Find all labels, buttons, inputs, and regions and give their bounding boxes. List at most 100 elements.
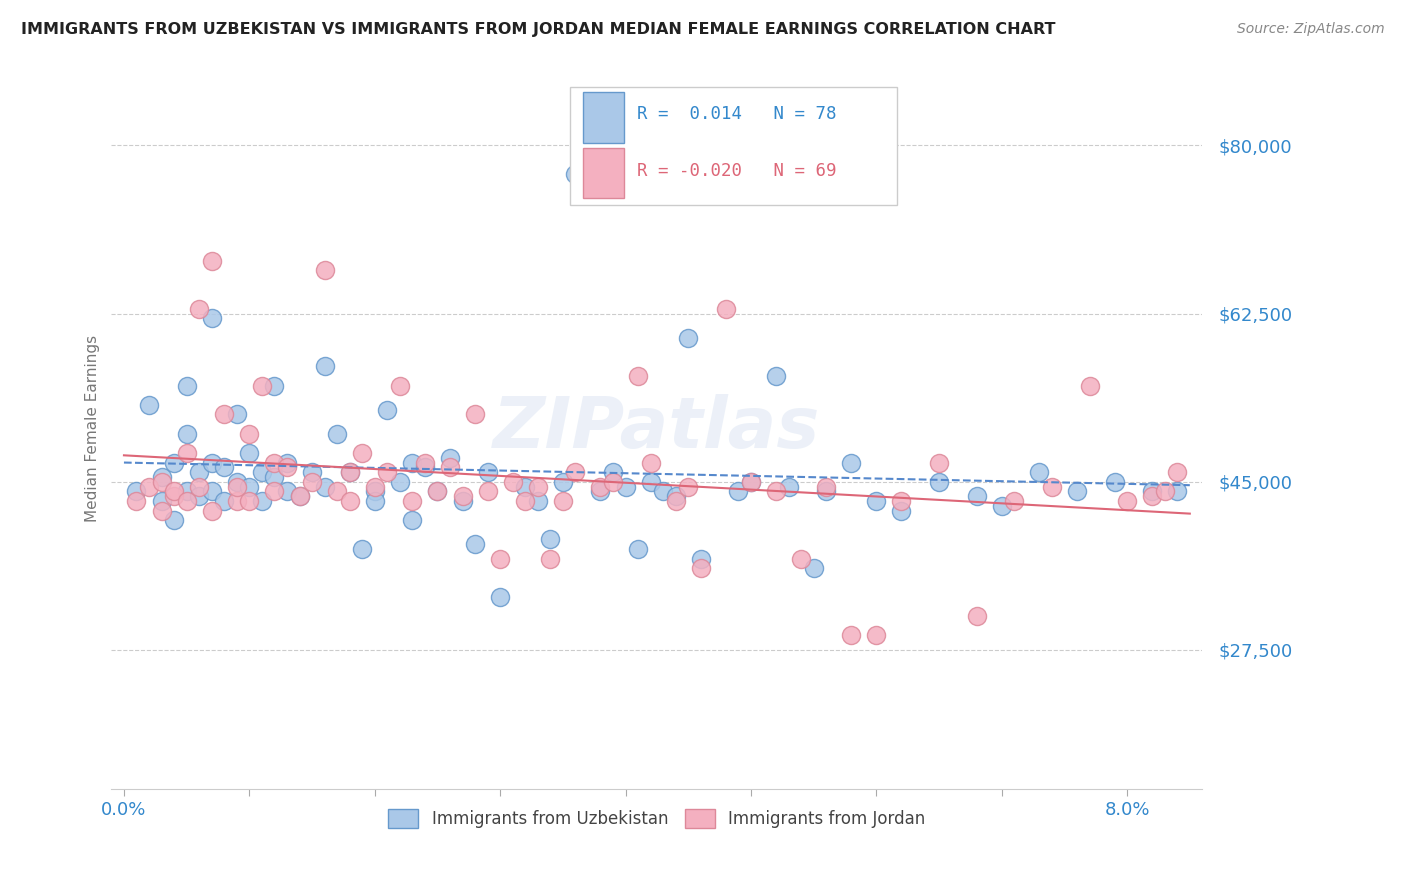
Point [150,470,173,484]
Point [214,494,236,508]
Point [640,456,662,470]
Point [1116,494,1139,508]
FancyBboxPatch shape [569,87,897,205]
Point [188,301,211,316]
Point [890,494,912,508]
Point [150,503,173,517]
Point [602,475,624,489]
Point [689,551,711,566]
Point [413,456,436,470]
Point [163,484,186,499]
Point [477,465,499,479]
Point [301,465,323,479]
Point [214,460,236,475]
Point [401,456,423,470]
Point [250,378,273,392]
Text: ZIPatlas: ZIPatlas [494,394,821,463]
Point [538,533,561,547]
Point [689,561,711,575]
Point [1104,475,1126,489]
Point [314,359,336,374]
Point [225,408,247,422]
Point [1166,484,1188,499]
Point [464,537,486,551]
Point [839,456,862,470]
Point [652,484,675,499]
Point [238,479,260,493]
Point [1140,484,1163,499]
Point [589,484,612,499]
Point [276,460,298,475]
Point [426,484,449,499]
Point [314,479,336,493]
Point [803,561,825,575]
Legend: Immigrants from Uzbekistan, Immigrants from Jordan: Immigrants from Uzbekistan, Immigrants f… [381,803,932,835]
Point [352,541,374,556]
Point [125,484,148,499]
Point [375,465,398,479]
Point [451,489,474,503]
Point [714,186,737,201]
Point [176,426,198,441]
Point [515,494,537,508]
Point [263,484,285,499]
Point [564,465,586,479]
Point [176,378,198,392]
Point [201,484,224,499]
Point [326,484,349,499]
Point [163,456,186,470]
Point [339,494,361,508]
Point [263,378,285,392]
Point [364,494,387,508]
Point [526,479,548,493]
Point [263,470,285,484]
Point [250,494,273,508]
Point [627,369,650,384]
Point [477,484,499,499]
Point [928,475,950,489]
Point [339,465,361,479]
Point [176,446,198,460]
Point [740,475,762,489]
Point [551,494,574,508]
Point [551,475,574,489]
Point [665,489,688,503]
Point [1078,378,1101,392]
Point [250,465,273,479]
Point [401,494,423,508]
Point [665,494,688,508]
Point [238,426,260,441]
Point [188,479,211,493]
Point [865,494,887,508]
Point [464,408,486,422]
Point [489,551,512,566]
Point [966,489,988,503]
Point [439,460,461,475]
Point [966,609,988,624]
Point [538,551,561,566]
Point [865,628,887,642]
FancyBboxPatch shape [582,148,624,198]
Point [201,253,224,268]
Point [326,426,349,441]
Point [990,499,1012,513]
Point [589,479,612,493]
Point [301,475,323,489]
Point [413,460,436,475]
Point [188,489,211,503]
Point [815,479,838,493]
Point [614,479,637,493]
Point [188,465,211,479]
Point [790,551,813,566]
Point [502,475,524,489]
Point [201,311,224,326]
Point [401,513,423,527]
Point [225,494,247,508]
Point [150,475,173,489]
Point [201,456,224,470]
Point [375,402,398,417]
Point [138,398,160,412]
Point [364,479,387,493]
Point [225,479,247,493]
Point [439,450,461,465]
